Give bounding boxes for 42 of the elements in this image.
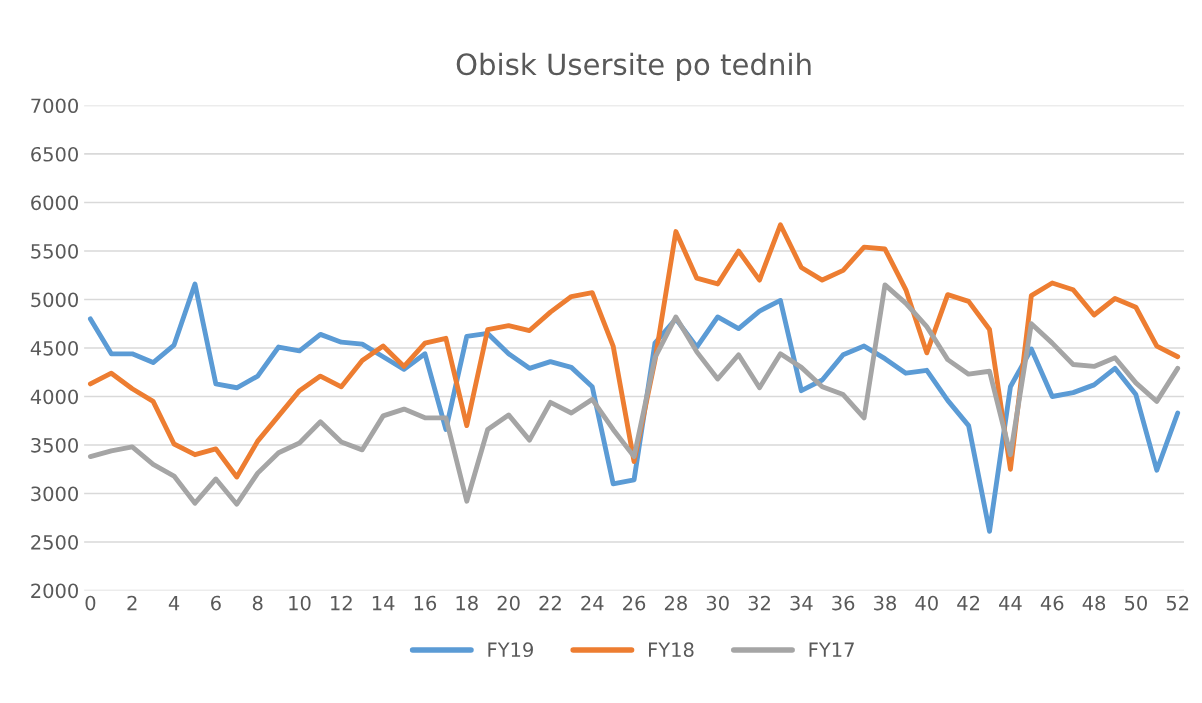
x-tick-label: 46 (1040, 595, 1064, 611)
x-tick-label: 50 (1125, 595, 1147, 611)
x-tick-label: 34 (790, 595, 813, 611)
x-tick-label: 38 (874, 595, 897, 611)
x-tick-label: 18 (456, 595, 478, 611)
x-tick-label: 36 (832, 595, 855, 611)
y-tick-label: 6000 (31, 195, 78, 211)
x-tick-label: 10 (289, 595, 311, 611)
x-tick-label: 12 (331, 595, 352, 611)
legend-label: FY18 (649, 642, 694, 658)
x-tick-label: 20 (497, 595, 520, 611)
x-tick-label: 32 (748, 595, 770, 611)
y-tick-label: 4000 (30, 389, 78, 405)
x-tick-label: 24 (581, 595, 604, 611)
y-tick-label: 7000 (31, 98, 78, 114)
x-tick-label: 40 (915, 595, 938, 611)
y-tick-label: 6500 (31, 146, 78, 162)
x-tick-label: 16 (414, 595, 437, 611)
x-tick-label: 42 (957, 595, 980, 611)
x-tick-label: 2 (127, 595, 137, 611)
x-tick-label: 26 (623, 595, 646, 611)
x-tick-label: 52 (1166, 595, 1189, 611)
x-tick-label: 28 (664, 595, 687, 611)
legend-label: FY19 (488, 642, 533, 658)
y-tick-label: 2000 (31, 583, 78, 599)
x-tick-label: 30 (706, 595, 729, 611)
x-tick-label: 4 (168, 595, 180, 611)
y-tick-label: 2500 (31, 534, 78, 550)
chart-title: Obisk Usersite po tednih (456, 52, 811, 81)
x-tick-label: 44 (999, 595, 1022, 611)
x-tick-label: 48 (1082, 595, 1106, 611)
x-tick-label: 14 (372, 595, 395, 611)
y-tick-label: 5500 (31, 243, 78, 259)
y-tick-label: 4500 (30, 340, 78, 356)
legend-label: FY17 (809, 642, 854, 657)
y-tick-label: 3500 (31, 437, 78, 453)
x-tick-label: 6 (211, 595, 221, 611)
y-tick-label: 3000 (31, 486, 78, 502)
y-tick-label: 5000 (31, 292, 78, 308)
x-tick-label: 22 (539, 595, 561, 611)
x-tick-label: 8 (252, 595, 263, 611)
x-tick-label: 0 (85, 595, 96, 611)
